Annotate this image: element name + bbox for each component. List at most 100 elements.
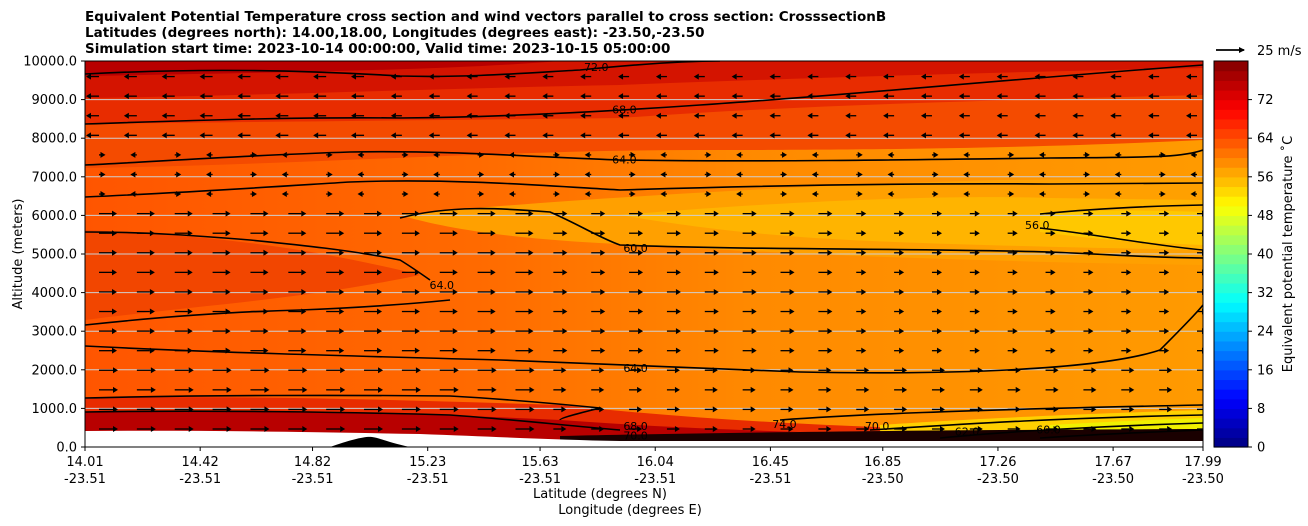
- wind-vector-head: [263, 269, 269, 276]
- wind-key: 25 m/s: [1216, 44, 1302, 59]
- wind-vector-head: [861, 230, 867, 237]
- wind-vector-head: [491, 426, 497, 432]
- wind-vector-head: [861, 308, 867, 315]
- wind-vector-head: [899, 249, 905, 256]
- wind-vector-head: [1164, 328, 1170, 335]
- wind-vector-head: [562, 269, 568, 276]
- y-tick-label: 6000.0: [32, 209, 78, 224]
- wind-vector-head: [542, 93, 548, 100]
- wind-vector-head: [827, 308, 833, 315]
- wind-vector-head: [251, 151, 257, 158]
- wind-vector-head: [958, 73, 964, 80]
- wind-vector-head: [674, 367, 680, 374]
- wind-vector-head: [452, 288, 458, 295]
- wind-vector-head: [1129, 367, 1135, 374]
- wind-vector-head: [811, 151, 817, 158]
- wind-vector-head: [638, 269, 644, 276]
- wind-vector-head: [490, 288, 496, 295]
- wind-vector-head: [414, 288, 420, 295]
- wind-vector-head: [554, 151, 560, 158]
- wind-vector-head: [225, 308, 231, 315]
- wind-vector-head: [554, 171, 560, 178]
- wind-vector-head: [1167, 406, 1173, 413]
- wind-vector-head: [339, 249, 345, 256]
- wind-vector-head: [528, 328, 534, 335]
- wind-vector-head: [340, 406, 346, 413]
- wind-vector-head: [562, 308, 568, 315]
- wind-vector-head: [861, 249, 867, 256]
- wind-vector-head: [149, 308, 155, 315]
- wind-vector-head: [414, 347, 420, 354]
- colorbar-band: [1214, 128, 1248, 139]
- wind-vector-head: [339, 288, 345, 295]
- wind-vector-head: [390, 93, 396, 100]
- x-tick-label-lat: 15.63: [521, 455, 558, 470]
- wind-vector-head: [845, 132, 851, 139]
- wind-vector-head: [974, 328, 980, 335]
- wind-vector-head: [963, 171, 969, 178]
- wind-vector-head: [149, 249, 155, 256]
- wind-vector-head: [706, 171, 712, 178]
- wind-vector-head: [466, 93, 472, 100]
- contour-64-lower: [85, 304, 1203, 374]
- colorbar-band: [1214, 292, 1248, 303]
- wind-vector-head: [600, 249, 606, 256]
- contour-64-mid: [85, 231, 431, 281]
- wind-vector-head: [301, 210, 307, 217]
- wind-vector-head: [225, 269, 231, 276]
- wind-vector-head: [340, 386, 346, 393]
- wind-vector-head: [655, 112, 661, 119]
- wind-vector-head: [225, 328, 231, 335]
- wind-vector-head: [414, 249, 420, 256]
- wind-vector-head: [920, 73, 926, 80]
- wind-vector-head: [977, 367, 983, 374]
- wind-vector-head: [600, 347, 606, 354]
- wind-vector-head: [1012, 269, 1018, 276]
- wind-vector-head: [301, 328, 307, 335]
- colorbar-band: [1214, 311, 1248, 323]
- colorbar-band: [1214, 244, 1248, 255]
- wind-vector-head: [864, 367, 870, 374]
- wind-vector-head: [508, 171, 514, 178]
- wind-vector-head: [675, 249, 681, 256]
- wind-vector-head: [112, 288, 117, 295]
- wind-vector-head: [789, 269, 795, 276]
- wind-vector-head: [562, 210, 568, 217]
- theta-band-left-mid: [85, 230, 420, 320]
- y-tick-label: 7000.0: [32, 170, 78, 185]
- wind-vector-head: [827, 347, 833, 354]
- wind-vector-head: [1205, 406, 1210, 412]
- wind-vector-head: [263, 308, 269, 315]
- wind-vector-head: [936, 308, 942, 315]
- wind-vector-head: [263, 230, 269, 237]
- wind-vector-head: [618, 73, 624, 80]
- x-tick-label-lat: 15.23: [409, 455, 446, 470]
- wind-vector-head: [390, 73, 396, 80]
- wind-vector-head: [490, 269, 496, 276]
- wind-vector-head: [301, 269, 307, 276]
- wind-vector-head: [313, 73, 319, 80]
- wind-vector-head: [112, 347, 117, 354]
- contour-70: [85, 410, 621, 431]
- wind-vector-head: [638, 308, 644, 315]
- colorbar-tick-label: 8: [1257, 402, 1265, 417]
- wind-vector-head: [1114, 171, 1120, 178]
- wind-vector-head: [390, 132, 396, 139]
- wind-vector-head: [655, 73, 661, 80]
- wind-vector-head: [1129, 426, 1135, 432]
- colorbar-band: [1214, 282, 1248, 294]
- wind-vector-head: [351, 132, 357, 139]
- wind-vector-head: [100, 171, 106, 178]
- wind-vector-head: [275, 73, 281, 80]
- wind-vector-head: [415, 367, 421, 374]
- contour-label: 72.0: [584, 61, 609, 74]
- x-tick-label-lat: 16.45: [752, 455, 789, 470]
- y-tick-label: 3000.0: [32, 325, 78, 340]
- wind-vector-head: [899, 347, 905, 354]
- colorbar-band: [1214, 70, 1248, 81]
- wind-vector-head: [1126, 269, 1132, 276]
- wind-vector-head: [199, 73, 205, 80]
- colorbar-tick-label: 72: [1257, 93, 1274, 108]
- wind-vector-head: [528, 347, 534, 354]
- wind-vector-head: [920, 93, 926, 100]
